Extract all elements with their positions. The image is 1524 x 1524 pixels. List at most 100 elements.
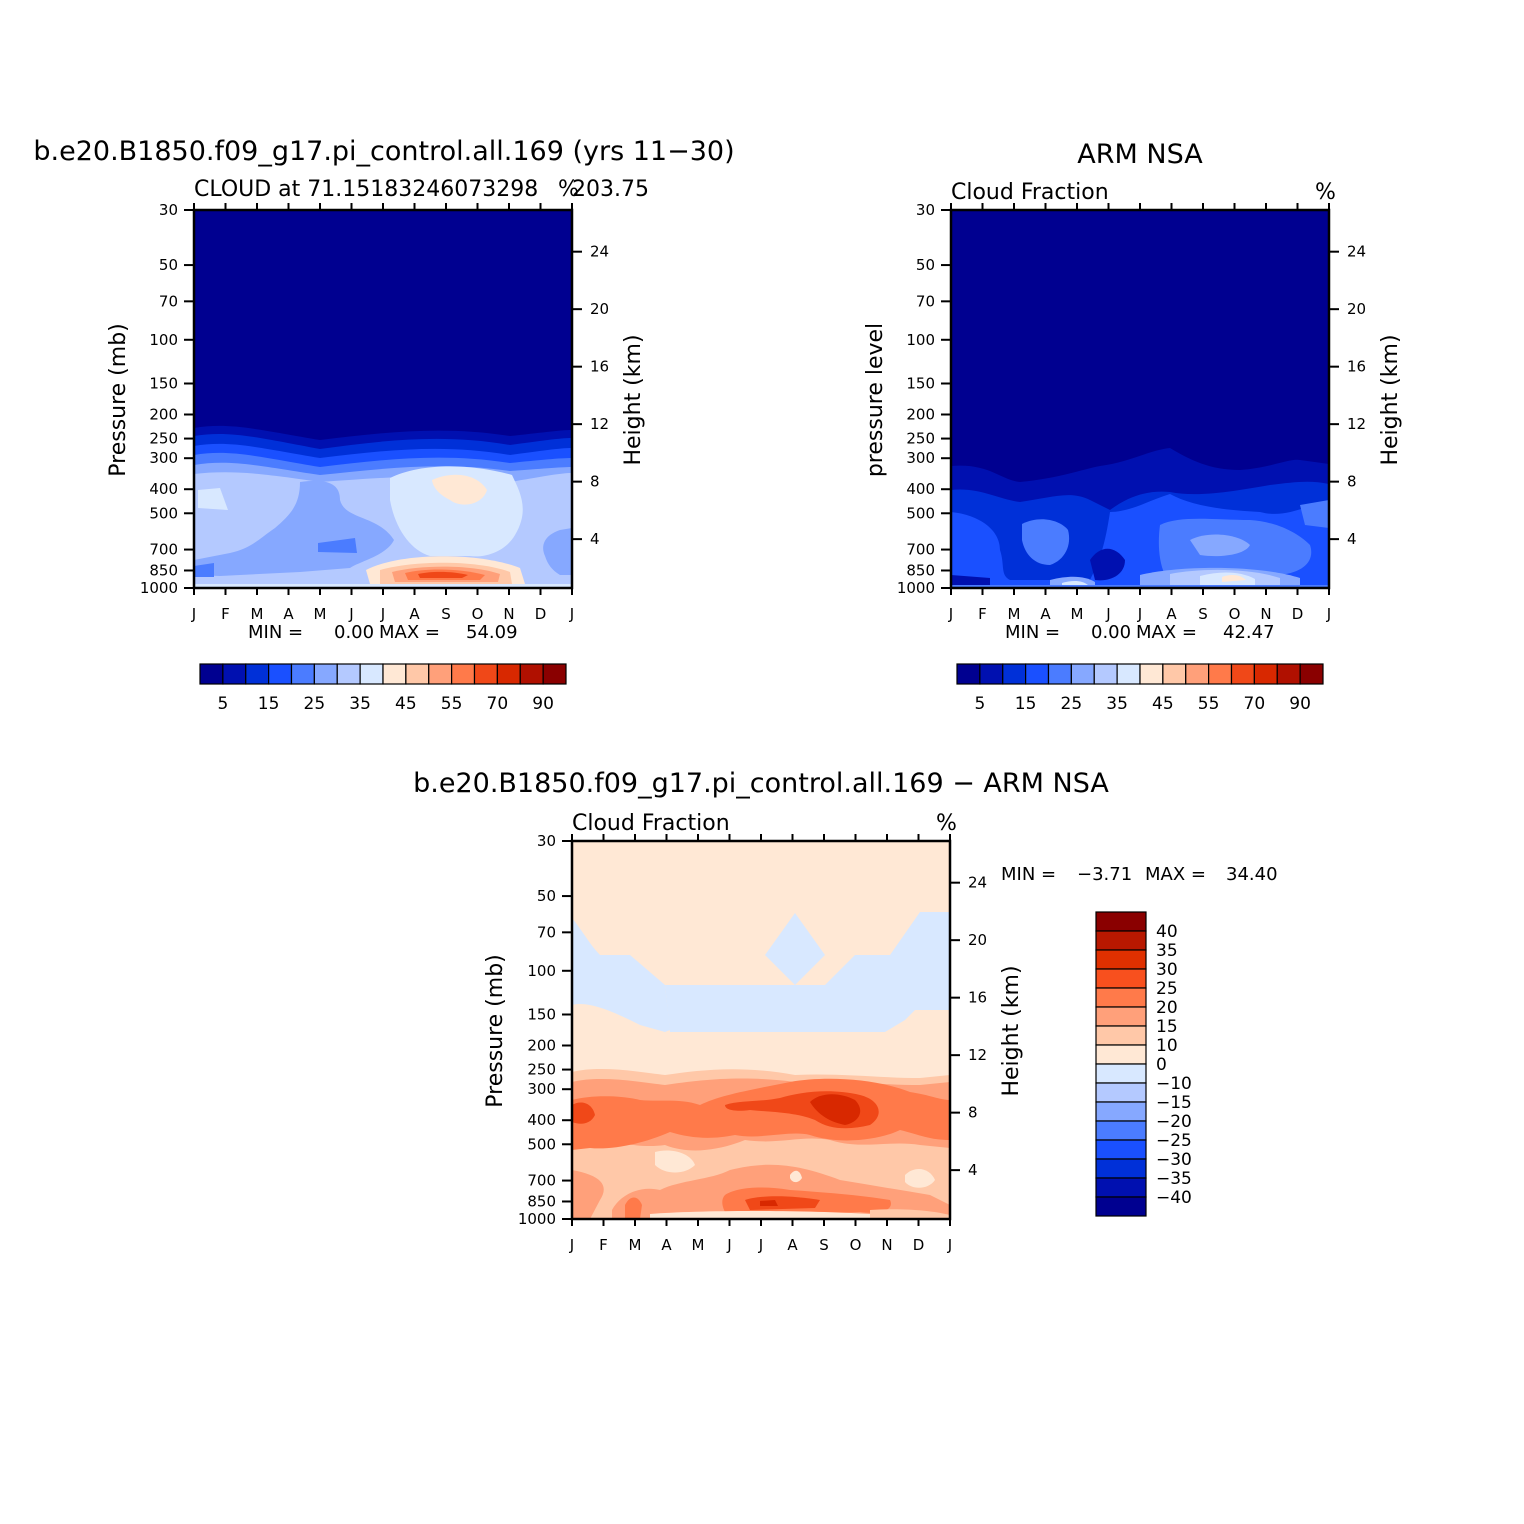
diff-ytick-label: 200 [527, 1037, 556, 1055]
diff-xtick-label: F [599, 1236, 608, 1254]
obs-xtick-label: M [1008, 605, 1021, 623]
obs-xtick-label: J [1105, 605, 1110, 623]
obs-colorbar-box [1093, 663, 1118, 685]
model-xtick-label: J [348, 605, 353, 623]
obs-panel: ARM NSA Cloud Fraction % J F M A M J J A S O N D J 30… [863, 139, 1403, 714]
obs-colorbar-box [1185, 663, 1210, 685]
model-colorbar-box [473, 663, 498, 685]
obs-xtick-label: A [1166, 605, 1177, 623]
obs-colorbar-box [1139, 663, 1164, 685]
obs-colorbar-box [1253, 663, 1278, 685]
model-ytick-label: 70 [159, 292, 178, 310]
obs-min-label: MIN = [1005, 622, 1060, 643]
diff-subtitle: Cloud Fraction [572, 811, 730, 836]
model-xtick-label: M [314, 605, 327, 623]
model-xtick-label: M [251, 605, 264, 623]
diff-min-value: −3.71 [1077, 864, 1132, 885]
model-colorbar-label: 5 [217, 694, 228, 714]
obs-colorbar-box [1230, 663, 1255, 685]
diff-colorbar-box [1095, 930, 1147, 951]
diff-colorbar-box [1095, 987, 1147, 1008]
model-min-value: 0.00 [334, 622, 374, 643]
obs-colorbar-box [1276, 663, 1301, 685]
diff-units: % [936, 811, 957, 836]
diff-colorbar-box [1095, 1158, 1147, 1179]
diff-title: b.e20.B1850.f09_g17.pi_control.all.169 −… [413, 768, 1109, 799]
obs-xtick-label: A [1040, 605, 1051, 623]
diff-rtick-label: 12 [968, 1046, 987, 1064]
obs-ytick-label: 30 [916, 201, 935, 219]
model-colorbar-label: 35 [349, 694, 371, 714]
diff-colorbar-label: 35 [1156, 941, 1178, 961]
obs-ytick-label: 100 [906, 331, 935, 349]
diff-xtick-label: J [758, 1236, 763, 1254]
model-panel: b.e20.B1850.f09_g17.pi_control.all.169 (… [33, 136, 734, 714]
obs-colorbar-box [1047, 663, 1072, 685]
model-xtick-label: J [380, 605, 385, 623]
model-ytick-label: 400 [149, 480, 178, 498]
model-title: b.e20.B1850.f09_g17.pi_control.all.169 (… [33, 136, 734, 167]
diff-colorbar-box [1095, 1025, 1147, 1046]
obs-ytick-label: 50 [916, 256, 935, 274]
model-units: % [558, 177, 579, 202]
model-rtick-label: 8 [590, 473, 600, 491]
diff-colorbar-label: 10 [1156, 1036, 1178, 1056]
obs-rtick-label: 12 [1347, 415, 1366, 433]
model-colorbar-label: 70 [487, 694, 509, 714]
model-xtick-label: O [472, 605, 484, 623]
diff-ytick-label: 850 [527, 1192, 556, 1210]
model-colorbar-label: 25 [304, 694, 326, 714]
obs-colorbar-label: 90 [1289, 694, 1311, 714]
diff-colorbar-label: 0 [1156, 1055, 1167, 1075]
model-xtick-label: D [535, 605, 547, 623]
diff-rtick-label: 8 [968, 1104, 978, 1122]
obs-ytick-label: 500 [906, 504, 935, 522]
model-colorbar-box [336, 663, 361, 685]
model-colorbar-box [428, 663, 453, 685]
diff-colorbar-label: 20 [1156, 998, 1178, 1018]
model-colorbar-label: 55 [441, 694, 463, 714]
model-ytick-label: 700 [149, 541, 178, 559]
diff-panel: b.e20.B1850.f09_g17.pi_control.all.169 −… [413, 768, 1277, 1254]
model-max-value: 54.09 [466, 622, 518, 643]
diff-colorbar-box [1095, 1120, 1147, 1141]
obs-xtick-label: O [1229, 605, 1241, 623]
model-ytick-label: 1000 [140, 579, 178, 597]
obs-colorbar: 5 15 25 35 45 55 70 90 [956, 663, 1324, 714]
obs-colorbar-label: 70 [1244, 694, 1266, 714]
obs-xtick-label: J [1137, 605, 1142, 623]
diff-colorbar-label: −15 [1156, 1093, 1192, 1113]
obs-ylabel-right: Height (km) [1378, 334, 1403, 465]
model-colorbar-label: 90 [532, 694, 554, 714]
model-colorbar: 5 15 25 35 45 55 70 90 [199, 663, 567, 714]
obs-min-value: 0.00 [1091, 622, 1131, 643]
diff-ytick-label: 400 [527, 1111, 556, 1129]
model-field [194, 210, 572, 588]
obs-colorbar-label: 35 [1106, 694, 1128, 714]
model-ylabel-right: Height (km) [621, 334, 646, 465]
obs-field [951, 210, 1329, 588]
model-subtitle-right: 203.75 [572, 177, 649, 202]
model-colorbar-box [451, 663, 476, 685]
diff-max-label: MAX = [1145, 864, 1206, 885]
obs-ytick-label: 400 [906, 480, 935, 498]
diff-xtick-label: J [726, 1236, 731, 1254]
model-xtick-label: A [283, 605, 294, 623]
model-ytick-label: 100 [149, 331, 178, 349]
diff-ylabel: Pressure (mb) [483, 954, 508, 1108]
diff-colorbar-box [1095, 1063, 1147, 1084]
diff-rtick-label: 4 [968, 1161, 978, 1179]
model-xtick-label: A [409, 605, 420, 623]
model-subtitle: CLOUD at 71.15183246073298 [194, 177, 538, 202]
obs-xtick-label: D [1292, 605, 1304, 623]
model-xtick-label: S [441, 605, 451, 623]
diff-ytick-label: 150 [527, 1005, 556, 1023]
model-rtick-label: 24 [590, 243, 609, 261]
diff-colorbar-label: 30 [1156, 960, 1178, 980]
diff-colorbar-box [1095, 911, 1147, 932]
obs-colorbar-box [1070, 663, 1095, 685]
